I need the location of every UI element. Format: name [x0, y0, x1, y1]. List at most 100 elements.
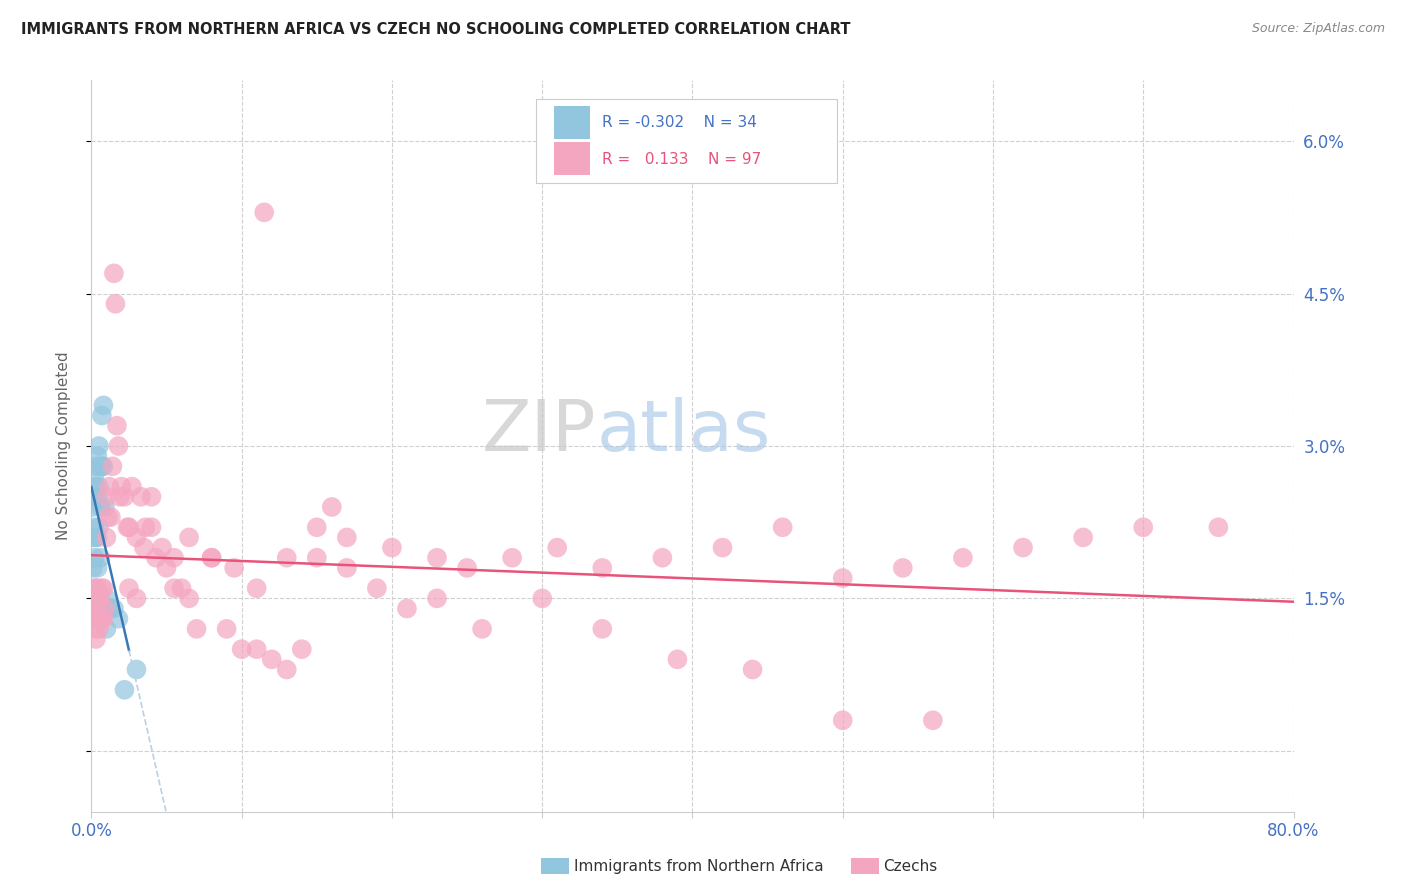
Point: [186, 622, 208, 636]
Point: [118, 581, 141, 595]
Point: [129, 490, 152, 504]
Point: [741, 663, 763, 677]
Point: [651, 550, 673, 565]
Text: IMMIGRANTS FROM NORTHERN AFRICA VS CZECH NO SCHOOLING COMPLETED CORRELATION CHAR: IMMIGRANTS FROM NORTHERN AFRICA VS CZECH…: [21, 22, 851, 37]
Point: [104, 297, 127, 311]
Point: [145, 550, 167, 565]
Point: [107, 612, 129, 626]
Point: [177, 591, 200, 606]
Point: [86, 530, 108, 544]
Point: [93, 612, 115, 626]
Point: [170, 581, 193, 595]
Text: R = -0.302    N = 34: R = -0.302 N = 34: [602, 115, 758, 130]
Text: R =   0.133    N = 97: R = 0.133 N = 97: [602, 152, 762, 167]
Point: [83, 581, 105, 595]
Point: [107, 439, 129, 453]
Point: [831, 714, 853, 728]
Text: Source: ZipAtlas.com: Source: ZipAtlas.com: [1251, 22, 1385, 36]
Point: [666, 652, 689, 666]
Point: [336, 561, 359, 575]
Point: [89, 591, 111, 606]
Point: [305, 550, 328, 565]
Point: [426, 591, 449, 606]
Point: [87, 439, 110, 453]
Point: [952, 550, 974, 565]
Point: [426, 550, 449, 565]
Point: [90, 581, 112, 595]
Point: [96, 622, 118, 636]
Y-axis label: No Schooling Completed: No Schooling Completed: [56, 351, 70, 541]
Point: [246, 642, 269, 657]
Point: [87, 591, 110, 606]
Point: [456, 561, 478, 575]
Point: [305, 520, 328, 534]
Point: [150, 541, 173, 555]
Point: [87, 612, 110, 626]
Point: [471, 622, 494, 636]
Point: [276, 550, 298, 565]
Point: [90, 409, 112, 423]
Point: [84, 581, 107, 595]
Point: [82, 530, 104, 544]
Point: [89, 500, 111, 514]
Point: [141, 490, 163, 504]
Point: [711, 541, 734, 555]
Point: [94, 500, 117, 514]
Point: [84, 622, 107, 636]
Point: [125, 663, 148, 677]
Point: [89, 550, 111, 565]
Point: [94, 601, 117, 615]
Point: [395, 601, 418, 615]
Point: [103, 266, 125, 280]
Point: [246, 581, 269, 595]
Point: [86, 490, 108, 504]
Point: [321, 500, 343, 514]
Point: [90, 459, 112, 474]
Point: [87, 520, 110, 534]
Point: [134, 520, 156, 534]
Point: [114, 490, 136, 504]
Point: [276, 663, 298, 677]
Point: [125, 591, 148, 606]
Point: [89, 612, 111, 626]
FancyBboxPatch shape: [536, 99, 837, 183]
Point: [1132, 520, 1154, 534]
Point: [96, 591, 118, 606]
Point: [163, 550, 186, 565]
Point: [98, 601, 121, 615]
Point: [591, 622, 613, 636]
Point: [87, 622, 110, 636]
Point: [224, 561, 246, 575]
Point: [201, 550, 224, 565]
Point: [215, 622, 238, 636]
Point: [83, 490, 105, 504]
Text: ZIP: ZIP: [482, 397, 596, 466]
Point: [1071, 530, 1094, 544]
Point: [86, 449, 108, 463]
Point: [253, 205, 276, 219]
Point: [831, 571, 853, 585]
Point: [260, 652, 283, 666]
Point: [163, 581, 186, 595]
Point: [93, 398, 115, 412]
Point: [1012, 541, 1035, 555]
Point: [201, 550, 224, 565]
Point: [86, 581, 108, 595]
Point: [591, 561, 613, 575]
Point: [86, 612, 108, 626]
Point: [114, 682, 136, 697]
Point: [84, 459, 107, 474]
Point: [105, 418, 128, 433]
Point: [531, 591, 554, 606]
Point: [125, 530, 148, 544]
Point: [155, 561, 177, 575]
Point: [98, 480, 121, 494]
Point: [1208, 520, 1230, 534]
Point: [922, 714, 945, 728]
Point: [97, 510, 120, 524]
Point: [93, 459, 115, 474]
Point: [501, 550, 523, 565]
Point: [84, 480, 107, 494]
Point: [110, 480, 132, 494]
Point: [82, 612, 104, 626]
